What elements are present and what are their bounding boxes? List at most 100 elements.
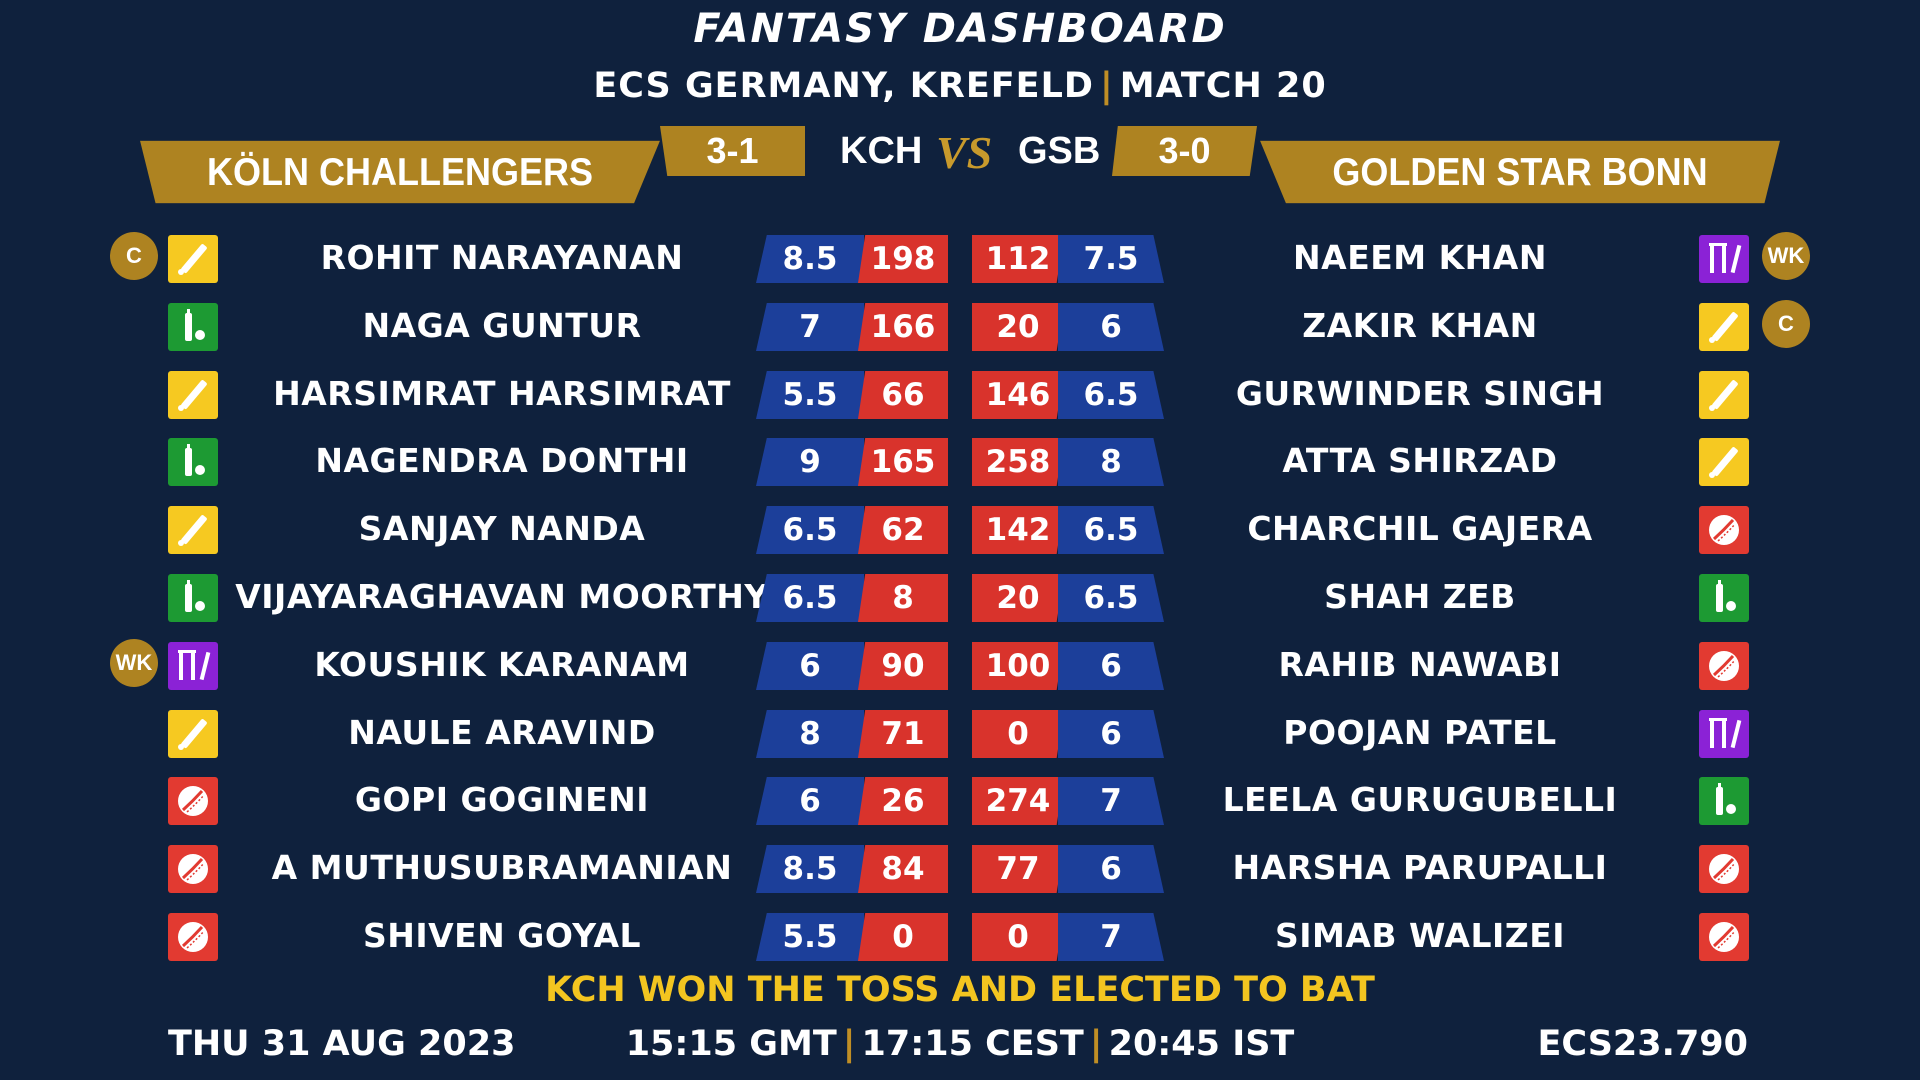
table-row: NAULE ARAVIND 8 71 0 6 POOJAN PATEL xyxy=(0,701,1920,761)
separator: | xyxy=(1089,1024,1103,1064)
right-player-points: 77 xyxy=(972,845,1064,893)
left-player-points: 71 xyxy=(858,710,948,758)
batter-icon xyxy=(1699,371,1749,419)
left-player-points: 90 xyxy=(858,642,948,690)
left-player-points: 0 xyxy=(858,913,948,961)
right-player-points: 0 xyxy=(972,913,1064,961)
left-player-name: A MUTHUSUBRAMANIAN xyxy=(271,847,733,887)
captain-badge: C xyxy=(1762,300,1810,348)
bowler-icon xyxy=(1699,506,1749,554)
match-number: MATCH 20 xyxy=(1119,66,1327,106)
right-team-banner: GOLDEN STAR BONN xyxy=(1260,140,1780,204)
left-team-banner: KÖLN CHALLENGERS xyxy=(140,140,660,204)
dashboard-title: FANTASY DASHBOARD xyxy=(693,6,1227,52)
right-player-credits: 6 xyxy=(1058,845,1164,893)
time-gmt: 15:15 GMT xyxy=(625,1024,837,1064)
table-row: NAGA GUNTUR 7 166 20 6 ZAKIR KHAN C xyxy=(0,294,1920,354)
versus-icon: VS xyxy=(936,127,993,178)
batter-icon xyxy=(168,506,218,554)
bowler-icon xyxy=(168,777,218,825)
batter-icon xyxy=(168,710,218,758)
right-player-credits: 6 xyxy=(1058,642,1164,690)
right-player-credits: 6 xyxy=(1058,710,1164,758)
wicketkeeper-icon xyxy=(1699,235,1749,283)
right-player-credits: 6.5 xyxy=(1058,371,1164,419)
left-player-points: 165 xyxy=(858,438,948,486)
right-player-name: HARSHA PARUPALLI xyxy=(1232,847,1608,887)
bowler-icon xyxy=(1699,845,1749,893)
right-player-name: GURWINDER SINGH xyxy=(1235,373,1605,413)
right-player-credits: 6.5 xyxy=(1058,506,1164,554)
right-player-name: SIMAB WALIZEI xyxy=(1274,915,1566,955)
right-player-points: 274 xyxy=(972,777,1064,825)
left-player-points: 66 xyxy=(858,371,948,419)
table-row: NAGENDRA DONTHI 9 165 258 8 ATTA SHIRZAD xyxy=(0,429,1920,489)
table-row: WK KOUSHIK KARANAM 6 90 100 6 RAHIB NAWABI xyxy=(0,633,1920,693)
right-player-points: 258 xyxy=(972,438,1064,486)
right-player-name: CHARCHIL GAJERA xyxy=(1247,508,1593,548)
left-player-name: NAGENDRA DONTHI xyxy=(315,440,689,480)
wicketkeeper-icon xyxy=(1699,710,1749,758)
left-player-points: 8 xyxy=(858,574,948,622)
right-player-credits: 6 xyxy=(1058,303,1164,351)
table-row: HARSIMRAT HARSIMRAT 5.5 66 146 6.5 GURWINDER … xyxy=(0,362,1920,422)
right-player-name: POOJAN PATEL xyxy=(1283,712,1557,752)
left-player-points: 26 xyxy=(858,777,948,825)
captain-badge: C xyxy=(110,232,158,280)
batter-icon xyxy=(168,371,218,419)
right-player-name: NAEEM KHAN xyxy=(1293,237,1547,277)
allrounder-icon xyxy=(1699,777,1749,825)
table-row: C ROHIT NARAYANAN 8.5 198 112 7.5 NAEEM KHAN WK xyxy=(0,226,1920,286)
bowler-icon xyxy=(168,913,218,961)
wicketkeeper-badge: WK xyxy=(1762,232,1810,280)
table-row: A MUTHUSUBRAMANIAN 8.5 84 77 6 HARSHA PARUPAL… xyxy=(0,836,1920,896)
time-ist: 20:45 IST xyxy=(1108,1024,1295,1064)
left-player-name: ROHIT NARAYANAN xyxy=(320,237,684,277)
wicketkeeper-badge: WK xyxy=(110,639,158,687)
left-player-points: 166 xyxy=(858,303,948,351)
left-player-credits: 8.5 xyxy=(756,845,864,893)
left-player-name: SHIVEN GOYAL xyxy=(362,915,642,955)
toss-result: KCH WON THE TOSS AND ELECTED TO BAT xyxy=(545,970,1375,1010)
left-player-credits: 5.5 xyxy=(756,913,864,961)
table-row: SHIVEN GOYAL 5.5 0 0 7 SIMAB WALIZEI xyxy=(0,904,1920,964)
match-date: THU 31 AUG 2023 xyxy=(168,1024,516,1064)
allrounder-icon xyxy=(168,574,218,622)
allrounder-icon xyxy=(168,303,218,351)
separator: | xyxy=(842,1024,856,1064)
right-player-credits: 7 xyxy=(1058,777,1164,825)
bowler-icon xyxy=(1699,642,1749,690)
left-player-name: VIJAYARAGHAVAN MOORTHY xyxy=(235,576,769,616)
time-cest: 17:15 CEST xyxy=(861,1024,1084,1064)
right-player-credits: 6.5 xyxy=(1058,574,1164,622)
left-player-credits: 6.5 xyxy=(756,574,864,622)
right-player-credits: 7.5 xyxy=(1058,235,1164,283)
event-name: ECS GERMANY, KREFELD xyxy=(593,66,1094,106)
left-player-points: 84 xyxy=(858,845,948,893)
right-player-name: ATTA SHIRZAD xyxy=(1282,440,1558,480)
right-player-points: 100 xyxy=(972,642,1064,690)
match-times: 15:15 GMT | 17:15 CEST | 20:45 IST xyxy=(0,1024,1920,1064)
batter-icon xyxy=(168,235,218,283)
right-player-name: SHAH ZEB xyxy=(1324,576,1516,616)
left-team-name: KÖLN CHALLENGERS xyxy=(207,149,593,194)
left-player-name: HARSIMRAT HARSIMRAT xyxy=(273,373,731,413)
left-player-name: SANJAY NANDA xyxy=(358,508,646,548)
right-team-record: 3-0 xyxy=(1112,126,1257,176)
left-player-credits: 6.5 xyxy=(756,506,864,554)
right-player-points: 112 xyxy=(972,235,1064,283)
right-player-points: 0 xyxy=(972,710,1064,758)
separator: | xyxy=(1099,66,1114,106)
table-row: GOPI GOGINENI 6 26 274 7 LEELA GURUGUBELLI xyxy=(0,768,1920,828)
left-team-record: 3-1 xyxy=(660,126,805,176)
left-player-credits: 9 xyxy=(756,438,864,486)
left-player-credits: 6 xyxy=(756,642,864,690)
bowler-icon xyxy=(1699,913,1749,961)
left-player-credits: 8 xyxy=(756,710,864,758)
left-player-name: GOPI GOGINENI xyxy=(354,779,650,819)
allrounder-icon xyxy=(1699,574,1749,622)
bowler-icon xyxy=(168,845,218,893)
batter-icon xyxy=(1699,303,1749,351)
left-player-points: 198 xyxy=(858,235,948,283)
allrounder-icon xyxy=(168,438,218,486)
